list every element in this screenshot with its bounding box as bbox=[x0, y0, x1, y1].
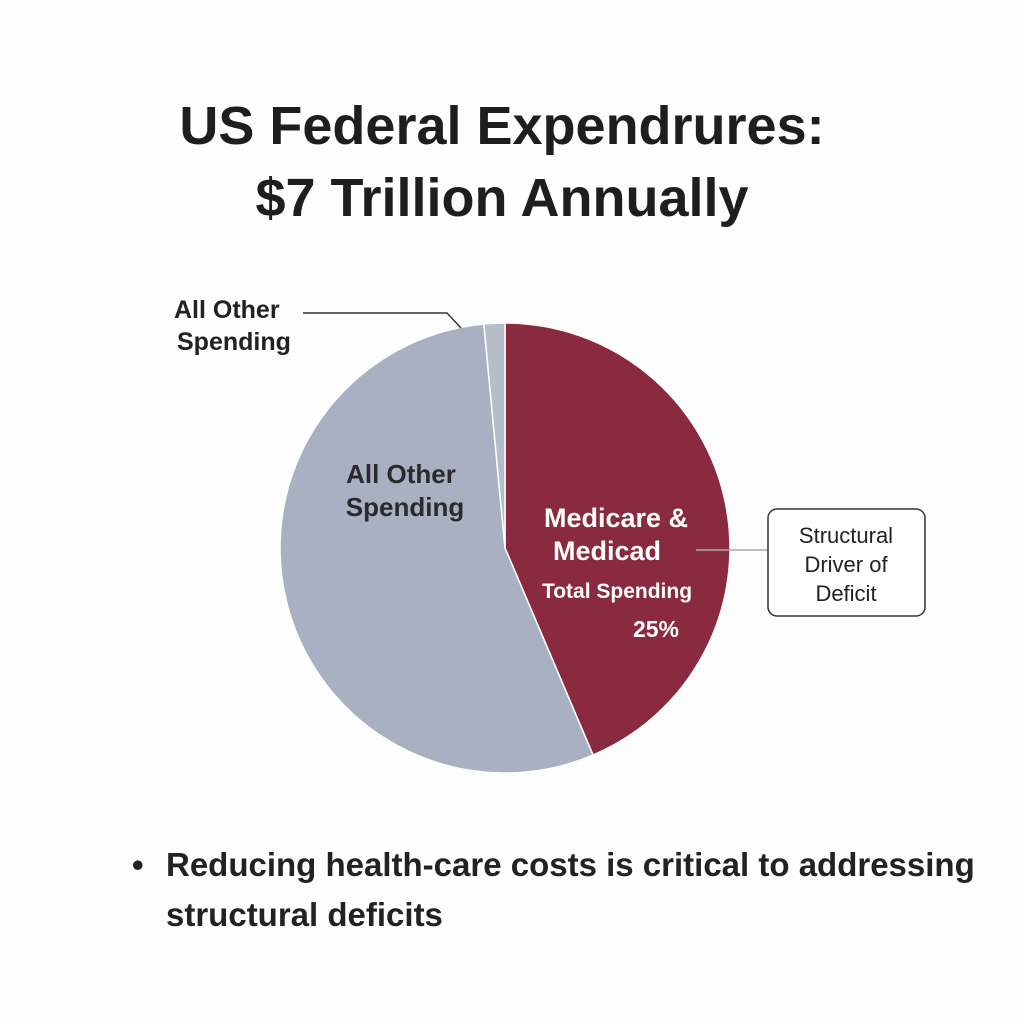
callout-box bbox=[767, 508, 926, 617]
pie-slice-1 bbox=[279, 323, 595, 774]
inner-gray-label-1: All Other bbox=[346, 459, 456, 489]
title-line-1: US Federal Expendrures: bbox=[179, 96, 825, 156]
pie-slice-0 bbox=[504, 322, 731, 757]
callout-line-3: Deficit bbox=[815, 581, 876, 606]
callout-line-2: Driver of bbox=[804, 552, 888, 577]
bullet-item: • Reducing health-care costs is critical… bbox=[132, 840, 1002, 940]
callout-line-1: Structural bbox=[799, 523, 893, 548]
red-label-2: Medicad bbox=[553, 536, 661, 566]
red-label-3: Total Spending bbox=[542, 580, 692, 603]
outer-label-leader bbox=[303, 312, 462, 329]
title-line-2: $7 Trillion Annually bbox=[255, 168, 749, 228]
outer-gray-label-1: All Other bbox=[174, 296, 280, 324]
outer-gray-label-2: Spending bbox=[177, 328, 291, 356]
pie-slice-2 bbox=[483, 322, 506, 549]
bullet-text: Reducing health-care costs is critical t… bbox=[166, 846, 975, 933]
inner-gray-label-2: Spending bbox=[346, 492, 464, 522]
red-label-value: 25% bbox=[633, 616, 679, 642]
bullet-dot-icon: • bbox=[132, 846, 144, 883]
red-label-1: Medicare & bbox=[544, 503, 688, 533]
chart-title: US Federal Expendrures: $7 Trillion Annu… bbox=[0, 90, 1004, 234]
